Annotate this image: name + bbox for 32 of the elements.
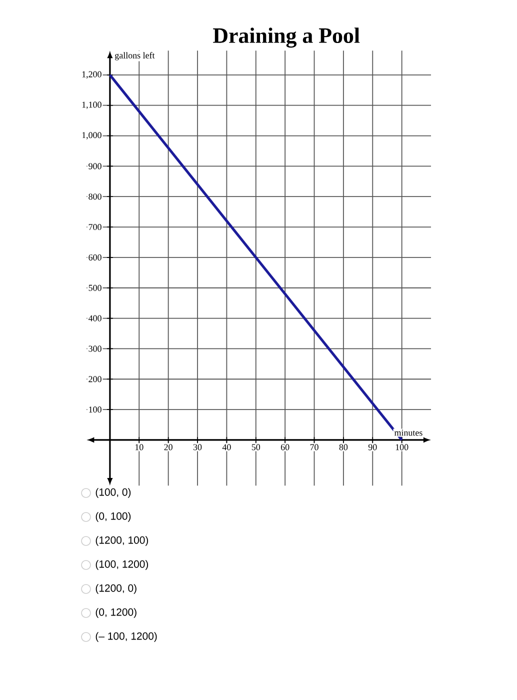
- y-tick-label: 200: [88, 376, 102, 382]
- x-tick-label: 40: [222, 444, 231, 450]
- y-tick-label: 600: [88, 254, 102, 260]
- y-tick-label: 400: [88, 315, 102, 322]
- x-tick-label: 20: [164, 444, 172, 450]
- x-tick-label: 70: [310, 444, 318, 450]
- x-tick-label: 10: [135, 444, 144, 450]
- y-tick-label: 1,000: [82, 132, 102, 140]
- x-tick-label: 50: [252, 444, 260, 450]
- y-tick-label: 800: [88, 194, 102, 200]
- text: (– 100, 1200): [96, 632, 157, 642]
- text: (0, 100): [96, 512, 131, 522]
- y-axis-title: gallons left: [115, 52, 155, 60]
- text: (0, 1200): [96, 608, 136, 618]
- y-tick-label: 900: [88, 163, 102, 170]
- x-axis-title: minutes: [394, 430, 422, 436]
- y-tick-label: 1,200: [82, 71, 102, 79]
- text: (100, 0): [96, 488, 131, 498]
- text: (1200, 100): [96, 536, 148, 546]
- y-tick-label: 700: [88, 224, 102, 230]
- text: (100, 1200): [96, 560, 148, 570]
- y-tick-label: 100: [89, 406, 102, 413]
- y-tick-label: 1,100: [82, 102, 102, 110]
- y-tick-label: 300: [88, 346, 102, 352]
- x-tick-label: 60: [280, 444, 290, 450]
- text: (1200, 0): [96, 584, 136, 594]
- x-tick-label: 100: [396, 444, 408, 450]
- chart-title: Draining a Pool: [213, 28, 360, 48]
- x-tick-label: 80: [339, 444, 348, 450]
- x-tick-label: 30: [193, 444, 202, 450]
- y-tick-label: 500: [88, 284, 102, 291]
- x-tick-label: 90: [368, 444, 377, 450]
